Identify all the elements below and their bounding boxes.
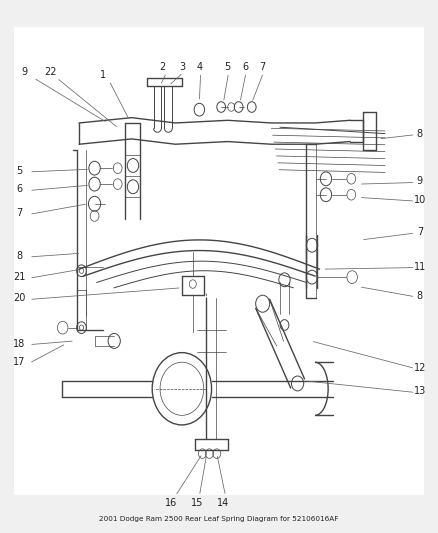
Text: 5: 5 [225,62,231,72]
Text: 9: 9 [417,176,423,187]
Bar [14,27,424,495]
Text: 6: 6 [242,62,248,72]
Text: 12: 12 [413,362,426,373]
Text: 8: 8 [417,128,423,139]
Text: 21: 21 [13,272,25,282]
Text: 16: 16 [165,498,177,508]
Text: 8: 8 [16,251,22,261]
Text: 8: 8 [417,290,423,301]
Text: 20: 20 [13,293,25,303]
Text: 17: 17 [13,357,25,367]
Text: 10: 10 [414,195,426,205]
Text: 7: 7 [16,208,22,219]
Text: 1: 1 [100,70,106,80]
Text: 18: 18 [13,338,25,349]
Text: 7: 7 [417,227,423,237]
Text: 9: 9 [21,68,28,77]
Text: 5: 5 [16,166,22,176]
Text: 3: 3 [179,62,185,72]
Text: 15: 15 [191,498,203,508]
Text: 4: 4 [196,62,202,72]
Text: 11: 11 [414,262,426,271]
Text: 2001 Dodge Ram 2500 Rear Leaf Spring Diagram for 52106016AF: 2001 Dodge Ram 2500 Rear Leaf Spring Dia… [99,516,339,522]
Text: 2: 2 [159,62,166,72]
Text: 13: 13 [414,386,426,397]
Text: 22: 22 [45,68,57,77]
Text: 6: 6 [16,184,22,195]
Text: 14: 14 [217,498,230,508]
Text: 7: 7 [260,62,266,72]
